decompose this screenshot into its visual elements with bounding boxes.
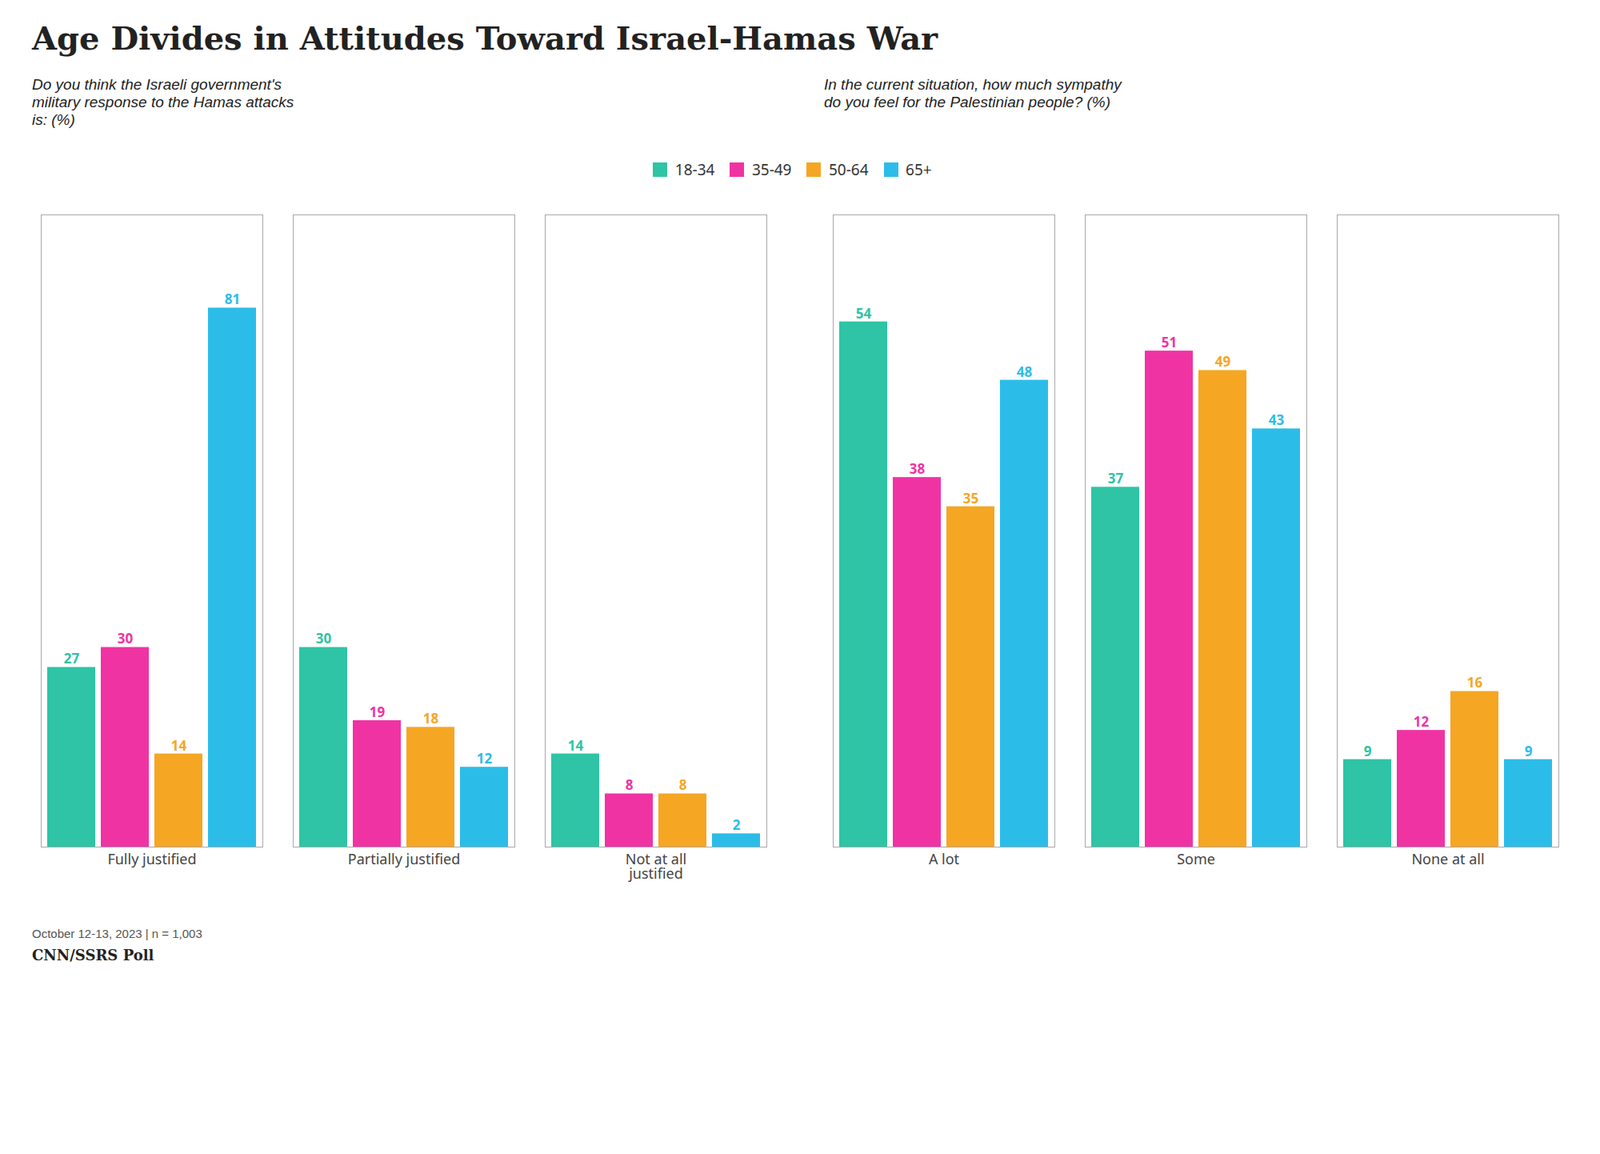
html-text:October 12-13, 2023 | n = 1,00: October 12-13, 2023 | n = 1,003 (32, 926, 203, 940)
svg-text:54: 54 (856, 303, 872, 322)
svg-text:Not at alljustified: Not at alljustified (625, 848, 687, 883)
svg-text:48: 48 (1016, 361, 1033, 380)
svg-text:12: 12 (476, 748, 493, 768)
svg-text:49: 49 (1215, 352, 1232, 371)
html-text:CNN/SSRS Poll: CNN/SSRS Poll (32, 946, 154, 963)
html-text:18-34: 18-34 (675, 158, 715, 180)
svg-text:43: 43 (1268, 410, 1285, 429)
svg-text:9: 9 (1364, 740, 1372, 760)
svg-text:38: 38 (909, 459, 926, 478)
svg-text:8: 8 (625, 775, 634, 794)
svg-text:14: 14 (568, 735, 584, 754)
svg-text:Partially justified: Partially justified (348, 848, 460, 868)
html-text:65+: 65+ (905, 158, 932, 180)
svg-text:30: 30 (316, 628, 332, 648)
svg-text:19: 19 (369, 701, 386, 720)
svg-text:35: 35 (963, 488, 979, 507)
svg-text:14: 14 (171, 735, 188, 754)
html-text:In the current situation, how: In the current situation, how much sympa… (824, 76, 1122, 111)
svg-text:8: 8 (679, 775, 688, 794)
svg-text:37: 37 (1108, 468, 1124, 488)
html-text:Age Divides in Attitudes Towar: Age Divides in Attitudes Toward Israel-H… (32, 19, 938, 57)
svg-text:81: 81 (224, 289, 240, 308)
svg-text:30: 30 (117, 628, 134, 648)
svg-text:16: 16 (1467, 672, 1484, 692)
svg-text:None at all: None at all (1411, 848, 1484, 868)
html-text:50-64: 50-64 (828, 158, 869, 180)
svg-text:12: 12 (1413, 712, 1430, 731)
svg-text:27: 27 (64, 648, 80, 668)
svg-text:51: 51 (1161, 332, 1177, 352)
html-text:Do you think the Israeli gover: Do you think the Israeli government's mi… (32, 76, 294, 128)
html-text:35-49: 35-49 (751, 158, 792, 180)
svg-text:2: 2 (732, 815, 741, 834)
svg-text:18: 18 (423, 708, 440, 728)
svg-text:A lot: A lot (928, 848, 960, 868)
svg-text:Fully justified: Fully justified (107, 848, 196, 868)
svg-text:Some: Some (1176, 848, 1216, 868)
svg-text:9: 9 (1524, 740, 1533, 760)
